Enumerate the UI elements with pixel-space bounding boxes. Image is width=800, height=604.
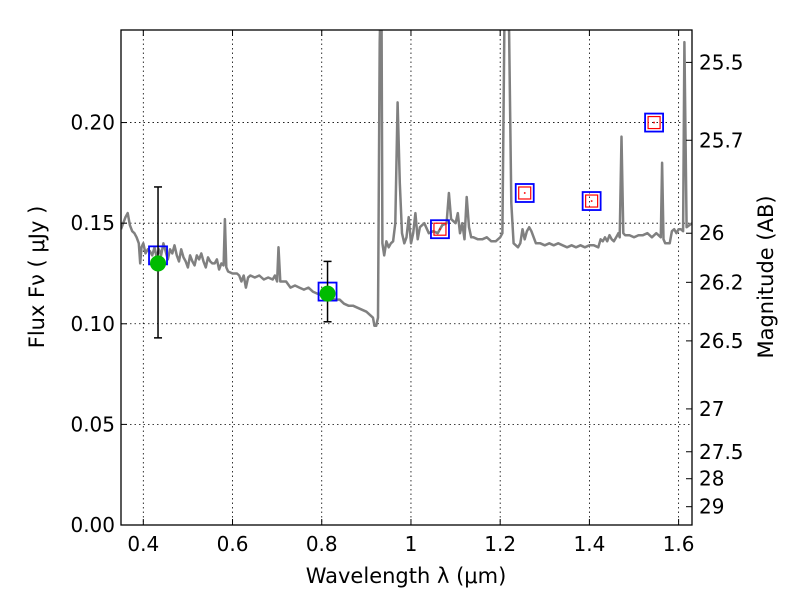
- y-tick-label: 0.20: [70, 111, 115, 135]
- red-square-marker: [647, 115, 661, 130]
- axes-frame: [120, 29, 693, 526]
- x-tick-label: 0.6: [217, 532, 249, 556]
- right-tick-label: 27: [699, 397, 724, 421]
- right-tick-label: 25.5: [699, 50, 744, 74]
- spectrum-line: [121, 30, 692, 328]
- red-square-marker: [518, 186, 532, 200]
- blue-square-marker: [644, 112, 664, 133]
- green-circle-marker: [150, 255, 167, 272]
- x-tick-label: 1: [405, 532, 418, 556]
- x-axis-label: Wavelength λ (μm): [306, 564, 507, 588]
- blue-square-marker: [430, 219, 450, 240]
- axes-border: [120, 29, 693, 526]
- y-tick-label: 0.10: [70, 312, 115, 336]
- x-tick-label: 1.2: [484, 532, 516, 556]
- plot-area: [121, 30, 692, 339]
- x-tick-label: 0.8: [306, 532, 338, 556]
- red-square-marker: [433, 222, 447, 236]
- right-tick-label: 25.7: [699, 128, 744, 152]
- x-tick-label: 1.6: [663, 532, 695, 556]
- right-tick-label: 26.2: [699, 270, 744, 294]
- axis-ticks: 0.4 0.6 0.8 1 1.2 1.4 1.6 0.00 0.05 0.10 0.15 0.20 2…: [70, 30, 744, 556]
- right-tick-label: 28: [699, 467, 724, 491]
- grid-lines: [121, 30, 692, 526]
- y-tick-label: 0.15: [70, 211, 115, 235]
- right-tick-label: 26.5: [699, 329, 744, 353]
- red-square-center: [523, 192, 526, 194]
- blue-square-marker: [514, 183, 535, 203]
- right-tick-label: 26: [699, 221, 724, 245]
- x-tick-label: 0.4: [127, 532, 159, 556]
- y-axis-label: Flux Fν ( μJy ): [25, 206, 49, 349]
- y-tick-label: 0.00: [70, 513, 115, 537]
- green-circle-marker: [319, 285, 336, 302]
- red-square-center: [439, 228, 441, 231]
- right-tick-label: 27.5: [699, 440, 744, 464]
- blue-square-marker: [581, 191, 602, 211]
- x-tick-label: 1.4: [573, 532, 605, 556]
- y-tick-label: 0.05: [70, 412, 115, 436]
- right-axis-label: Magnitude (AB): [754, 195, 778, 358]
- red-square-center: [653, 121, 655, 124]
- red-square-marker: [585, 194, 599, 208]
- red-square-center: [590, 200, 593, 202]
- right-tick-label: 29: [699, 495, 724, 519]
